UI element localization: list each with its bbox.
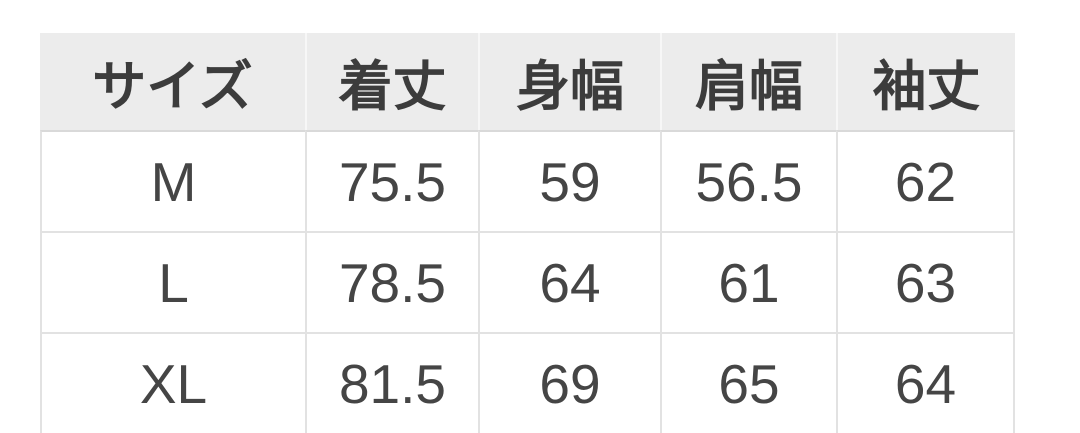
sleeve-cell: 63 <box>836 231 1015 332</box>
header-row: サイズ 着丈 身幅 肩幅 袖丈 <box>40 33 1015 130</box>
column-header-size: サイズ <box>40 33 305 130</box>
size-chart-header: サイズ 着丈 身幅 肩幅 袖丈 <box>40 33 1015 130</box>
column-header-length: 着丈 <box>305 33 478 130</box>
length-cell: 81.5 <box>305 332 478 433</box>
size-cell: L <box>40 231 305 332</box>
table-row-l: L 78.5 64 61 63 <box>40 231 1015 332</box>
size-chart-body: M 75.5 59 56.5 62 L 78.5 64 61 63 XL 81.… <box>40 130 1015 433</box>
length-cell: 75.5 <box>305 130 478 231</box>
shoulder-cell: 65 <box>660 332 836 433</box>
width-cell: 59 <box>478 130 660 231</box>
width-cell: 64 <box>478 231 660 332</box>
size-cell: M <box>40 130 305 231</box>
width-cell: 69 <box>478 332 660 433</box>
size-cell: XL <box>40 332 305 433</box>
sleeve-cell: 64 <box>836 332 1015 433</box>
shoulder-cell: 56.5 <box>660 130 836 231</box>
shoulder-cell: 61 <box>660 231 836 332</box>
table-row-m: M 75.5 59 56.5 62 <box>40 130 1015 231</box>
column-header-sleeve: 袖丈 <box>836 33 1015 130</box>
size-chart-table: サイズ 着丈 身幅 肩幅 袖丈 M 75.5 59 56.5 62 L 78.5… <box>40 33 1015 433</box>
column-header-width: 身幅 <box>478 33 660 130</box>
sleeve-cell: 62 <box>836 130 1015 231</box>
table-row-xl: XL 81.5 69 65 64 <box>40 332 1015 433</box>
length-cell: 78.5 <box>305 231 478 332</box>
column-header-shoulder: 肩幅 <box>660 33 836 130</box>
